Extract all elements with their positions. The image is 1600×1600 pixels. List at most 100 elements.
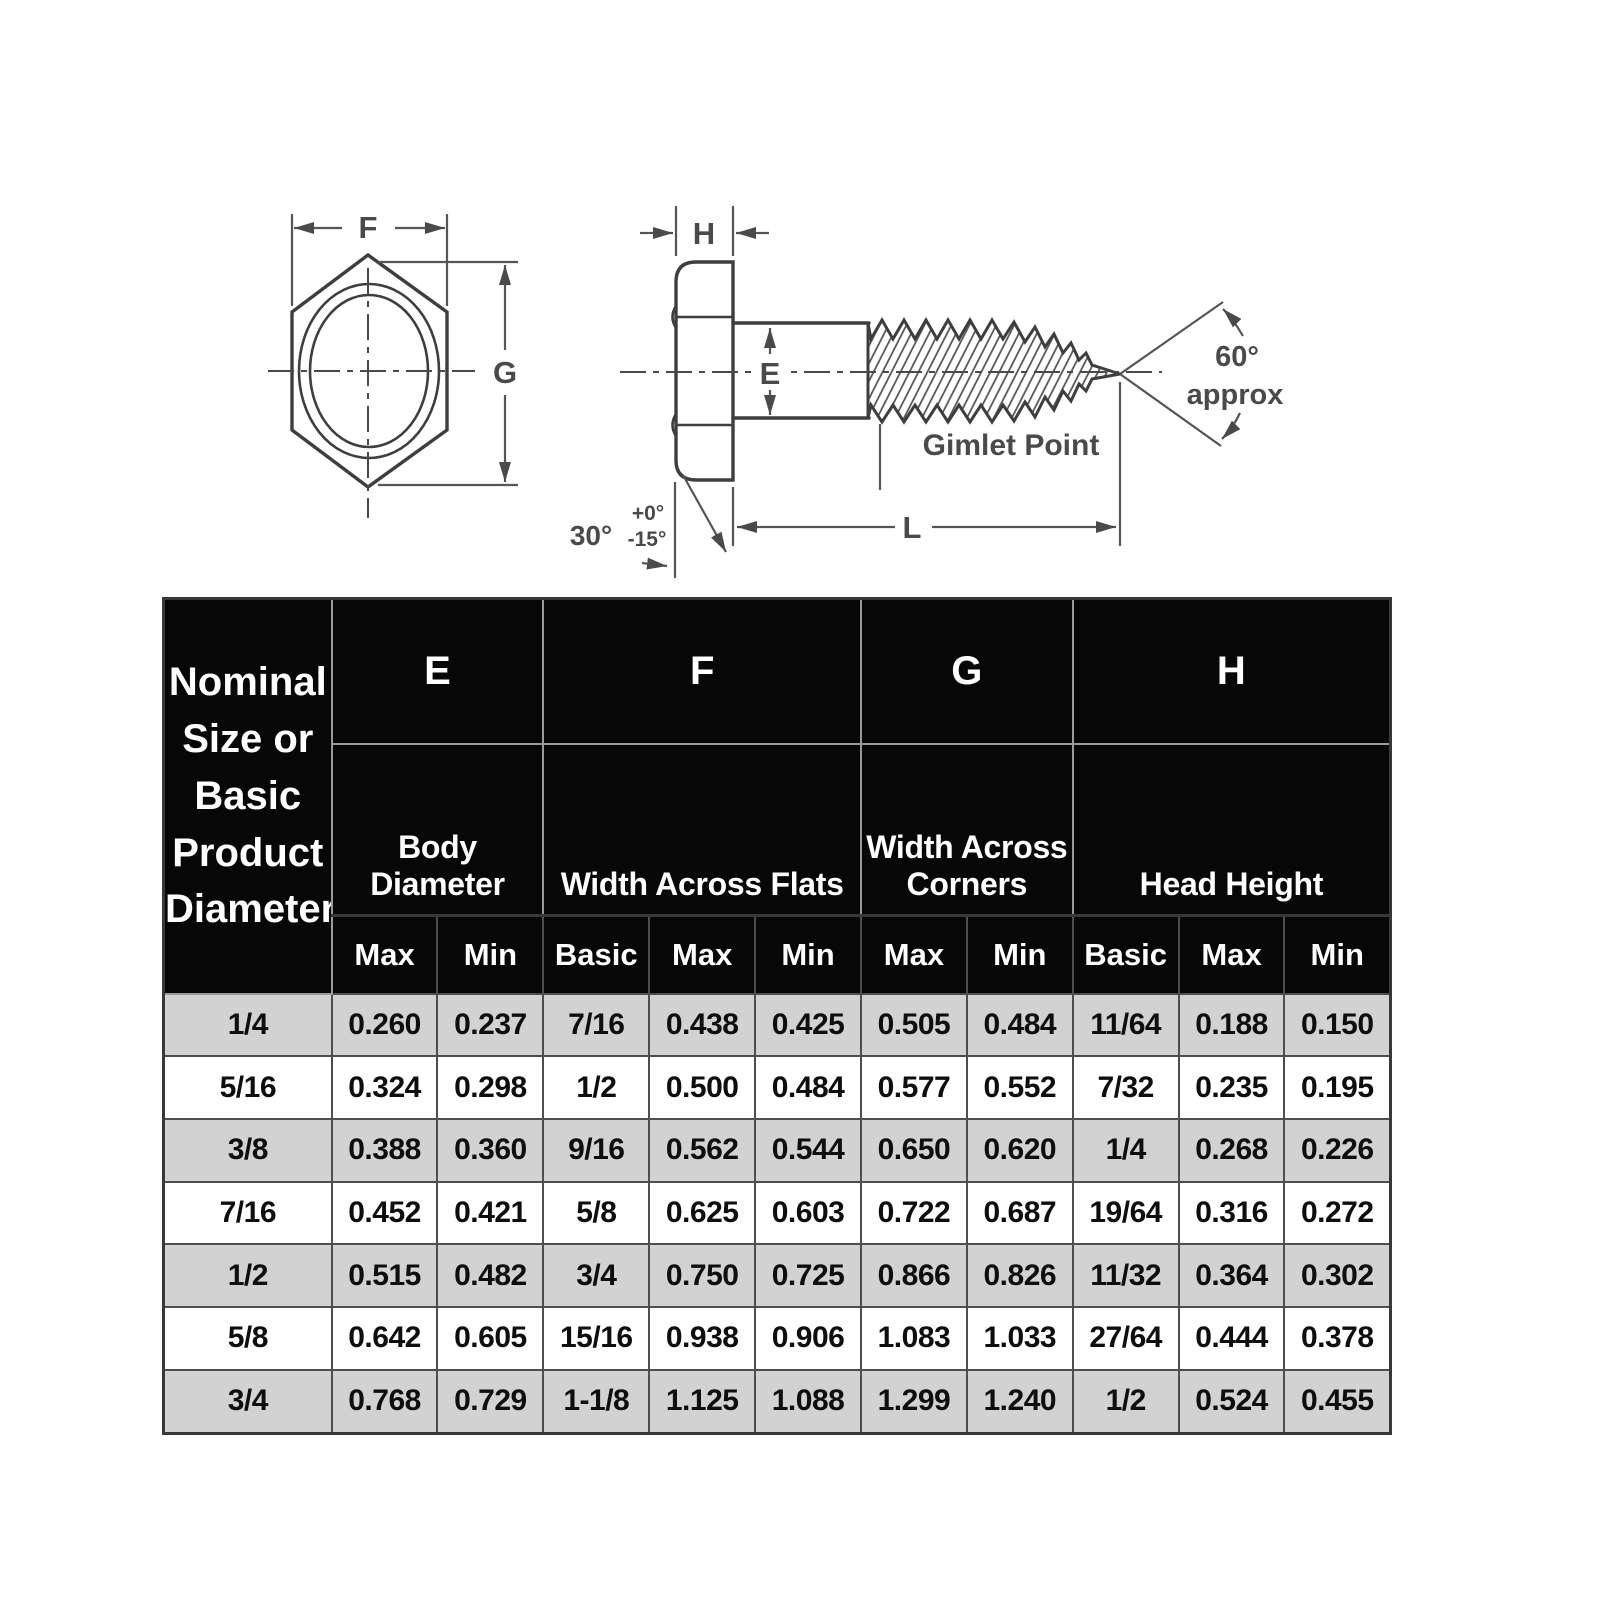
value-cell: 0.722 [859, 1180, 968, 1246]
row-size-cell: 3/4 [162, 1368, 333, 1435]
subheader-e-max: Max [330, 914, 439, 995]
body-diameter-label: E [760, 356, 781, 391]
value-cell: 0.484 [754, 1055, 862, 1120]
header-name-row: Body Diameter Width Across Flats Width A… [164, 742, 1392, 917]
value-cell: 0.388 [330, 1117, 439, 1183]
head-facet-cusp-lower [671, 413, 678, 437]
col-group-name-head-height: Head Height [1071, 742, 1392, 917]
l-dimension: L [731, 382, 1122, 546]
value-cell: 1.088 [754, 1368, 862, 1435]
value-cell: 0.750 [648, 1243, 757, 1309]
row-size-cell: 5/16 [162, 1055, 333, 1120]
value-cell: 1.083 [859, 1306, 968, 1371]
value-cell: 0.544 [754, 1117, 862, 1183]
value-cell: 0.272 [1283, 1180, 1392, 1246]
point-angle-annotation: 60° approx [1119, 301, 1284, 447]
subheader-g-max: Max [859, 914, 968, 995]
width-across-flats-label: F [359, 210, 378, 245]
value-cell: 0.188 [1177, 992, 1286, 1058]
value-cell: 0.360 [436, 1117, 545, 1183]
subheader-h-max: Max [1177, 914, 1286, 995]
value-cell: 0.268 [1177, 1117, 1286, 1183]
hex-head-front-view: F G [268, 210, 518, 518]
width-across-corners-label: G [493, 355, 517, 390]
value-cell: 0.577 [859, 1055, 968, 1120]
value-cell: 1.125 [648, 1368, 757, 1435]
col-group-letter-E: E [330, 598, 545, 745]
value-cell: 15/16 [542, 1306, 651, 1371]
value-cell: 0.235 [1177, 1055, 1286, 1120]
value-cell: 0.364 [1177, 1243, 1286, 1309]
subheader-f-min: Min [754, 914, 862, 995]
value-cell: 1/2 [542, 1055, 651, 1120]
h-dimension: H [640, 206, 769, 256]
value-cell: 0.650 [859, 1117, 968, 1183]
value-cell: 7/16 [542, 992, 651, 1058]
value-cell: 0.505 [859, 992, 968, 1058]
value-cell: 0.484 [965, 992, 1074, 1058]
value-cell: 0.625 [648, 1180, 757, 1246]
value-cell: 0.378 [1283, 1306, 1392, 1371]
point-angle-label: 60° [1215, 341, 1259, 373]
value-cell: 0.687 [965, 1180, 1074, 1246]
value-cell: 0.438 [648, 992, 757, 1058]
value-cell: 1/2 [1071, 1368, 1180, 1435]
value-cell: 0.298 [436, 1055, 545, 1120]
value-cell: 0.237 [436, 992, 545, 1058]
g-dimension: G [378, 260, 518, 487]
length-label: L [903, 510, 922, 545]
lag-screw-technical-drawing: F G [268, 206, 1284, 578]
row-size-cell: 7/16 [162, 1180, 333, 1246]
value-cell: 0.425 [754, 992, 862, 1058]
table-row: 5/16 0.324 0.298 1/2 0.500 0.484 0.577 0.552 7/3… [162, 1055, 1392, 1120]
value-cell: 0.603 [754, 1180, 862, 1246]
value-cell: 1.299 [859, 1368, 968, 1435]
table-row: 1/2 0.515 0.482 3/4 0.750 0.725 0.866 0.826 11/3… [162, 1243, 1392, 1309]
point-angle-qualifier-label: approx [1187, 379, 1284, 411]
value-cell: 0.768 [330, 1368, 439, 1435]
value-cell: 0.562 [648, 1117, 757, 1183]
col-group-letter-H: H [1071, 598, 1392, 745]
value-cell: 1.033 [965, 1306, 1074, 1371]
value-cell: 0.642 [330, 1306, 439, 1371]
subheader-h-min: Min [1283, 914, 1392, 995]
value-cell: 1.240 [965, 1368, 1074, 1435]
gimlet-point-label: Gimlet Point [923, 429, 1100, 462]
value-cell: 0.324 [330, 1055, 439, 1120]
value-cell: 0.725 [754, 1243, 862, 1309]
underhead-angle-label: 30° [570, 520, 612, 551]
value-cell: 0.150 [1283, 992, 1392, 1058]
f-dimension: F [290, 210, 449, 306]
row-size-cell: 5/8 [162, 1306, 333, 1371]
row-size-cell: 3/8 [162, 1117, 333, 1183]
value-cell: 0.938 [648, 1306, 757, 1371]
subheader-e-min: Min [436, 914, 545, 995]
spec-table-body: 1/4 0.260 0.237 7/16 0.438 0.425 0.505 0.484 11/… [162, 992, 1392, 1435]
row-size-cell: 1/2 [162, 1243, 333, 1309]
value-cell: 0.866 [859, 1243, 968, 1309]
table-row: 1/4 0.260 0.237 7/16 0.438 0.425 0.505 0.484 11/… [162, 992, 1392, 1058]
subheader-f-basic: Basic [542, 914, 651, 995]
col-group-name-body-diameter: Body Diameter [330, 742, 545, 917]
value-cell: 7/32 [1071, 1055, 1180, 1120]
value-cell: 0.605 [436, 1306, 545, 1371]
value-cell: 11/32 [1071, 1243, 1180, 1309]
underhead-angle-annotation: 30° +0° -15° [570, 474, 727, 578]
value-cell: 19/64 [1071, 1180, 1180, 1246]
value-cell: 0.316 [1177, 1180, 1286, 1246]
subheader-f-max: Max [648, 914, 757, 995]
value-cell: 27/64 [1071, 1306, 1180, 1371]
table-row: 3/4 0.768 0.729 1-1/8 1.125 1.088 1.299 1.240 1/… [162, 1368, 1392, 1435]
col-group-letter-F: F [542, 598, 862, 745]
subheader-g-min: Min [965, 914, 1074, 995]
value-cell: 3/4 [542, 1243, 651, 1309]
value-cell: 0.729 [436, 1368, 545, 1435]
col-group-letter-G: G [859, 598, 1074, 745]
row-header-nominal-size: Nominal Size or Basic Product Diameter [162, 598, 333, 995]
value-cell: 0.524 [1177, 1368, 1286, 1435]
table-row: 3/8 0.388 0.360 9/16 0.562 0.544 0.650 0.620 1/4… [162, 1117, 1392, 1183]
underhead-angle-tol-minus-label: -15° [628, 528, 667, 551]
value-cell: 0.826 [965, 1243, 1074, 1309]
subheader-row: Max Min Basic Max Min Max Min Basic Max … [164, 914, 1392, 995]
lag-screw-side-view: H E L 30° +0° -15° [570, 206, 1284, 578]
